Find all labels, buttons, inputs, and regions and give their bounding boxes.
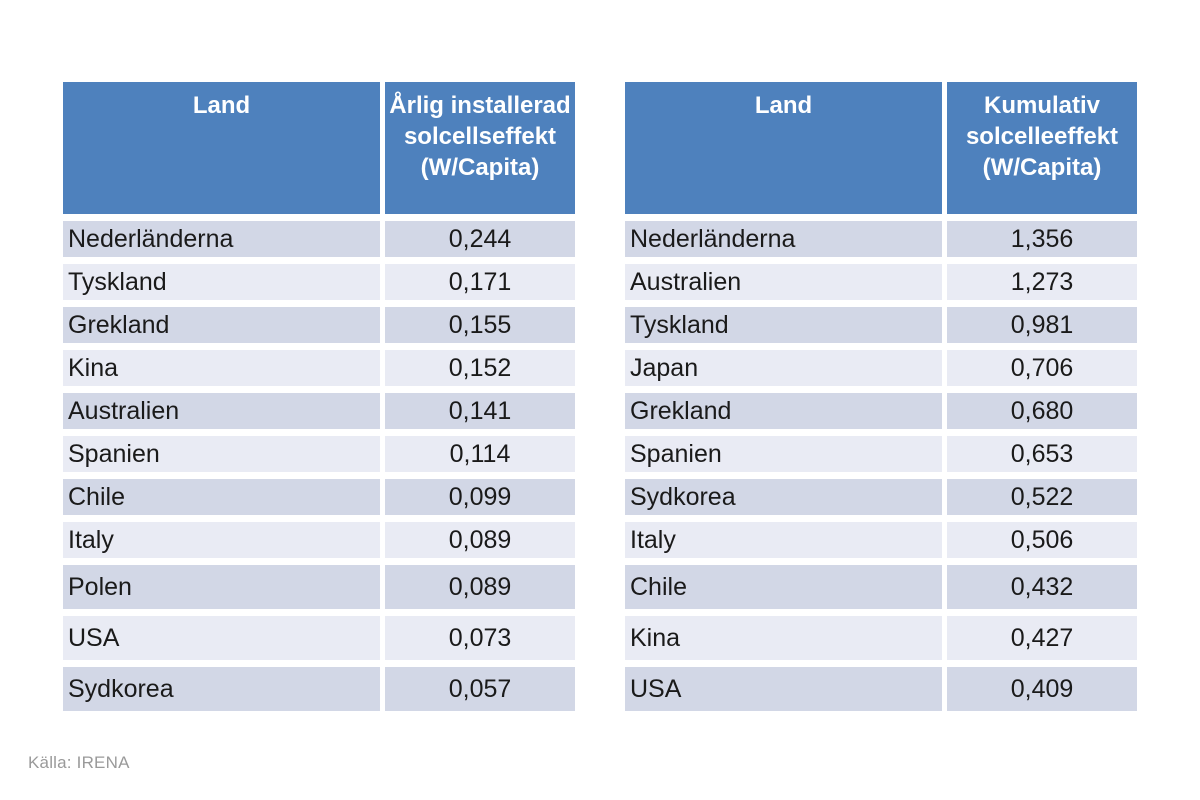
value-cell: 0,522 [942,472,1142,522]
table-row: Chile 0,099 [58,472,580,522]
country-cell: USA [58,609,385,667]
value-cell: 0,073 [380,609,580,667]
country-cell: Polen [58,558,385,616]
country-cell: Spanien [58,429,385,479]
table-row: Spanien 0,114 [58,429,580,479]
table-row: Italy 0,089 [58,515,580,565]
tables-row: Land Årlig installerad solcellseffekt (W… [58,75,1142,718]
country-cell: Nederländerna [58,214,385,264]
country-cell: Grekland [620,386,947,436]
value-cell: 0,171 [380,257,580,307]
value-cell: 0,155 [380,300,580,350]
annual-table-body: Nederländerna 0,244 Tyskland 0,171 Grekland 0… [58,214,580,718]
value-cell: 0,089 [380,558,580,616]
header-row: Land Årlig installerad solcellseffekt (W… [58,75,580,221]
table-row: Tyskland 0,981 [620,300,1142,350]
value-cell: 0,057 [380,660,580,718]
value-cell: 0,409 [942,660,1142,718]
value-cell: 0,152 [380,343,580,393]
value-cell: 0,089 [380,515,580,565]
table-row: Tyskland 0,171 [58,257,580,307]
country-cell: Australien [58,386,385,436]
country-cell: Kina [58,343,385,393]
value-cell: 0,706 [942,343,1142,393]
value-cell: 0,427 [942,609,1142,667]
annual-header-value: Årlig installerad solcellseffekt (W/Capi… [380,75,580,221]
country-cell: Kina [620,609,947,667]
table-row: Sydkorea 0,522 [620,472,1142,522]
country-cell: Japan [620,343,947,393]
table-row: Sydkorea 0,057 [58,660,580,718]
cumulative-capacity-table: Land Kumulativ solcelleeffekt (W/Capita)… [620,75,1142,718]
country-cell: Sydkorea [58,660,385,718]
table-row: Japan 0,706 [620,343,1142,393]
country-cell: Chile [620,558,947,616]
cumulative-table-body: Nederländerna 1,356 Australien 1,273 Tysklan… [620,214,1142,718]
country-cell: Tyskland [620,300,947,350]
cumulative-table-header: Land Kumulativ solcelleeffekt (W/Capita) [620,75,1142,221]
value-cell: 0,680 [942,386,1142,436]
country-cell: Tyskland [58,257,385,307]
table-row: Chile 0,432 [620,558,1142,616]
table-row: Australien 1,273 [620,257,1142,307]
country-cell: Sydkorea [620,472,947,522]
table-row: Kina 0,427 [620,609,1142,667]
country-cell: Spanien [620,429,947,479]
country-cell: Chile [58,472,385,522]
table-row: Kina 0,152 [58,343,580,393]
value-cell: 0,099 [380,472,580,522]
table-row: USA 0,073 [58,609,580,667]
annual-installed-capacity-table: Land Årlig installerad solcellseffekt (W… [58,75,580,718]
country-cell: Australien [620,257,947,307]
table-row: Grekland 0,680 [620,386,1142,436]
table-row: Nederländerna 0,244 [58,214,580,264]
value-cell: 0,114 [380,429,580,479]
value-cell: 1,356 [942,214,1142,264]
country-cell: Nederländerna [620,214,947,264]
table-row: Nederländerna 1,356 [620,214,1142,264]
value-cell: 0,653 [942,429,1142,479]
annual-header-land: Land [58,75,385,221]
country-cell: Italy [58,515,385,565]
country-cell: Grekland [58,300,385,350]
value-cell: 0,981 [942,300,1142,350]
value-cell: 0,432 [942,558,1142,616]
value-cell: 0,141 [380,386,580,436]
table-row: USA 0,409 [620,660,1142,718]
country-cell: USA [620,660,947,718]
table-row: Polen 0,089 [58,558,580,616]
cumulative-header-value: Kumulativ solcelleeffekt (W/Capita) [942,75,1142,221]
table-row: Italy 0,506 [620,515,1142,565]
value-cell: 0,244 [380,214,580,264]
annual-table-header: Land Årlig installerad solcellseffekt (W… [58,75,580,221]
source-note: Källa: IRENA [28,753,130,772]
value-cell: 0,506 [942,515,1142,565]
country-cell: Italy [620,515,947,565]
cumulative-header-land: Land [620,75,947,221]
table-row: Australien 0,141 [58,386,580,436]
header-row: Land Kumulativ solcelleeffekt (W/Capita) [620,75,1142,221]
table-row: Spanien 0,653 [620,429,1142,479]
value-cell: 1,273 [942,257,1142,307]
table-row: Grekland 0,155 [58,300,580,350]
